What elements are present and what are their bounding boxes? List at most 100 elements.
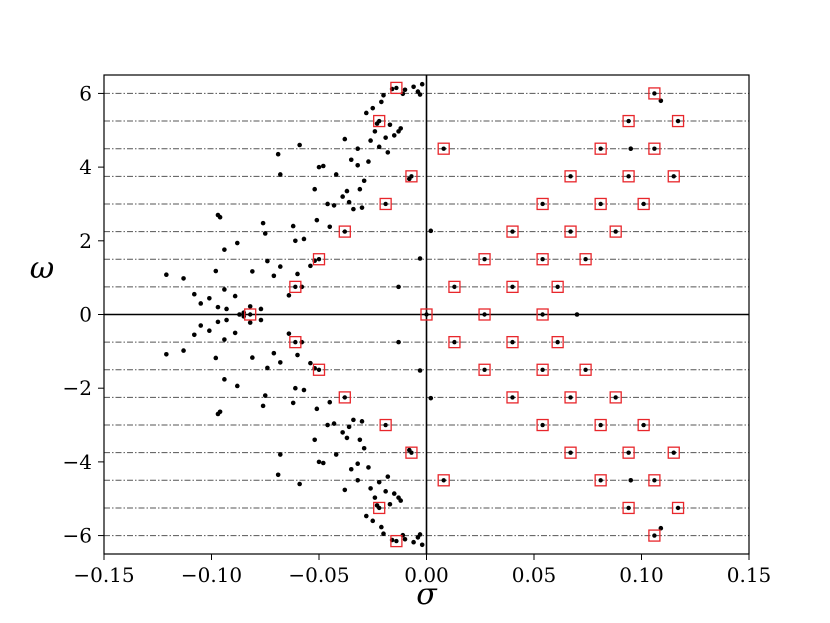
highlighted-point-dot [377, 118, 382, 124]
highlighted-point-dot [293, 284, 298, 290]
data-point [316, 164, 322, 170]
highlighted-point-dot [510, 395, 515, 400]
highlighted-point-marker [437, 474, 450, 487]
data-point [207, 328, 212, 334]
data-point [262, 231, 268, 236]
data-point [222, 247, 227, 252]
highlighted-point-dot [316, 367, 322, 372]
highlighted-point-dot [510, 339, 515, 345]
highlighted-point-dot [540, 312, 545, 317]
highlighted-point-marker [551, 280, 564, 294]
highlighted-point-dot [568, 174, 573, 179]
highlighted-point-dot [583, 257, 588, 262]
data-point [396, 339, 401, 345]
data-point [222, 377, 227, 382]
ticks: −0.15 −0.10 −0.05 0.00 0.05 0.10 0.15 −6 −4 −2 0 2 4… [63, 81, 772, 587]
highlighted-point-dot [626, 505, 631, 511]
data-point [293, 385, 298, 391]
data-point [385, 150, 391, 155]
highlighted-point-dot [540, 367, 545, 372]
highlighted-point-marker [536, 308, 549, 321]
data-point [301, 236, 307, 242]
highlighted-point-dot [482, 367, 487, 372]
data-point [357, 437, 363, 443]
data-point [628, 146, 634, 151]
data-point [417, 368, 423, 373]
data-point [379, 99, 384, 105]
data-point [351, 206, 356, 212]
y-tick-label: 2 [79, 229, 92, 253]
data-point [290, 223, 296, 229]
data-point [258, 317, 264, 323]
highlighted-point-dot [652, 146, 657, 151]
data-point [327, 399, 333, 405]
data-point [217, 409, 223, 415]
highlighted-point-dot [675, 118, 681, 124]
data-point [357, 186, 363, 192]
highlighted-point-marker [609, 391, 622, 404]
highlighted-point-marker [478, 363, 491, 376]
highlighted-point-dot [583, 367, 588, 372]
x-tick-label: 0.10 [619, 563, 664, 587]
highlighted-point-dot [394, 538, 399, 544]
data-point [192, 332, 197, 338]
highlighted-point-dot [568, 229, 573, 234]
data-point [312, 437, 318, 443]
data-point [419, 542, 425, 548]
x-tick-label: −0.10 [181, 563, 242, 587]
data-point [411, 539, 416, 545]
data-point [295, 352, 300, 358]
data-point [628, 478, 634, 483]
highlighted-point-marker [648, 474, 661, 487]
highlighted-point-marker [551, 335, 564, 349]
data-point [346, 199, 352, 205]
highlighted-point-dot [394, 85, 399, 91]
data-point [250, 355, 255, 360]
data-point [398, 126, 404, 131]
data-point [325, 422, 330, 428]
highlighted-point-marker [594, 474, 607, 487]
highlighted-point-marker [312, 253, 326, 266]
highlighted-point-marker [437, 142, 450, 155]
data-point [417, 256, 423, 261]
data-point [213, 268, 219, 274]
highlighted-point-dot [383, 201, 388, 207]
highlighted-point-marker [594, 197, 607, 211]
data-point [250, 269, 255, 274]
highlighted-point-dot [409, 174, 414, 179]
data-point [286, 293, 292, 298]
highlighted-point-dot [540, 257, 545, 262]
data-point [379, 524, 384, 530]
data-point [342, 487, 348, 493]
data-point [213, 355, 219, 361]
highlighted-point-dot [598, 201, 603, 207]
data-point [396, 284, 401, 290]
data-point [181, 276, 186, 281]
highlighted-point-marker [622, 501, 635, 515]
highlighted-points [244, 81, 685, 548]
data-point [361, 178, 367, 184]
data-point [385, 474, 391, 479]
data-point [181, 348, 186, 353]
data-point [164, 272, 169, 278]
highlighted-point-marker [667, 170, 680, 183]
highlighted-point-marker [564, 170, 577, 183]
highlighted-point-marker [622, 114, 635, 128]
data-point [321, 460, 326, 466]
y-tick-label: −6 [63, 524, 92, 548]
x-tick-label: 0.15 [727, 563, 772, 587]
highlighted-point-dot [510, 284, 515, 290]
data-point [312, 186, 318, 192]
data-point [355, 478, 361, 483]
data-point [301, 387, 307, 393]
highlighted-point-dot [510, 229, 515, 234]
data-point [359, 419, 365, 424]
highlighted-point-marker [637, 418, 650, 432]
data-point [325, 201, 330, 207]
highlighted-point-dot [293, 339, 298, 345]
data-point [402, 87, 408, 93]
highlighted-point-marker [671, 114, 685, 128]
x-tick-label: −0.15 [73, 563, 134, 587]
highlighted-point-marker [373, 501, 386, 515]
data-point [278, 452, 283, 457]
